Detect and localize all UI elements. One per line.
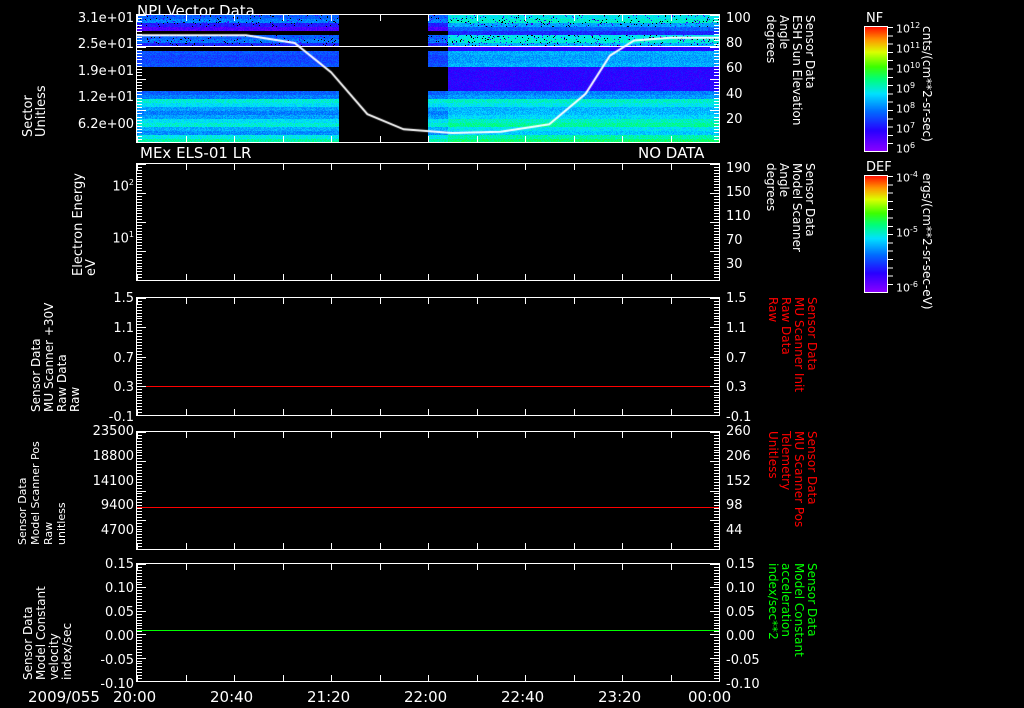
panel-mu30v-rtick-1: 1.1 — [726, 321, 747, 336]
no-data-label: NO DATA — [638, 144, 705, 162]
instrument-label: MEx ELS-01 LR — [140, 144, 252, 162]
xtick-1: 20:40 — [210, 688, 254, 706]
panel-npi-ytick-0: 3.1e+01 — [77, 11, 134, 26]
panel-mspos-rtick-3: 98 — [726, 498, 743, 513]
panel-mcv-ytick-0: 0.15 — [105, 557, 134, 572]
colorbar-nf-units: cnts/(cm**2-sr-sec) — [920, 26, 934, 142]
colorbar-tick-label: 10-6 — [896, 280, 918, 295]
panel-ee-rtick-3: 70 — [726, 233, 743, 248]
colorbar-tick-label: 1011 — [896, 41, 921, 56]
panel-npi-rtick-1: 80 — [726, 36, 743, 51]
panel-ee-rtick-1: 150 — [726, 185, 751, 200]
panel-mspos-rtick-4: 44 — [726, 523, 743, 538]
panel-ee-ytick-1: 101 — [112, 230, 134, 247]
date-label: 2009/055 — [28, 688, 100, 706]
xtick-3: 22:00 — [404, 688, 448, 706]
panel-mcv-right-axis-label: Sensor Data Model Constant acceleration … — [766, 563, 819, 657]
panel-npi-left-axis-label: Sector Unitless — [21, 85, 49, 137]
panel-mcv-rtick-2: 0.05 — [726, 605, 755, 620]
panel-electron-energy-right-axis-label: Sensor Data Model Scanner Angle degrees — [764, 163, 817, 252]
esh-sun-elevation-curve — [137, 15, 719, 142]
colorbar-def-gradient — [864, 175, 888, 293]
colorbar-tick-label: 10-4 — [896, 170, 918, 185]
colorbar-tick-label: 1010 — [896, 61, 921, 76]
panel-npi-ytick-2: 1.9e+01 — [77, 64, 134, 79]
colorbar-def-title: DEF — [866, 160, 892, 175]
xtick-0: 20:00 — [113, 688, 157, 706]
panel-mu-scanner-30v-frame — [136, 297, 720, 416]
xtick-2: 21:20 — [307, 688, 351, 706]
colorbar-tick-label: 106 — [896, 141, 916, 156]
panel-npi-ytick-1: 2.5e+01 — [77, 37, 134, 52]
panel-mcv-ytick-5: -0.10 — [100, 677, 134, 692]
mu-scanner-pos-trace — [137, 507, 719, 508]
panel-ee-rtick-2: 110 — [726, 209, 751, 224]
panel-ee-rtick-0: 190 — [726, 161, 751, 176]
colorbar-nf-gradient — [864, 26, 888, 152]
panel-mspos-right-axis-label: Sensor Data MU Scanner Pos Telemetry Uni… — [766, 431, 819, 528]
colorbar-tick-label: 10-5 — [896, 225, 918, 240]
panel-mspos-ytick-2: 14100 — [92, 474, 134, 489]
panel-ee-ytick-0: 102 — [112, 178, 134, 195]
panel-npi-rtick-4: 20 — [726, 112, 743, 127]
panel-mcv-ytick-4: -0.05 — [100, 653, 134, 668]
panel-npi-sector-frame — [136, 14, 720, 143]
panel-mspos-rtick-0: 260 — [726, 424, 751, 439]
panel-mspos-rtick-2: 152 — [726, 474, 751, 489]
colorbar-nf-title: NF — [866, 11, 884, 26]
panel-mu30v-ytick-0: 1.5 — [113, 291, 134, 306]
panel-mspos-rtick-1: 206 — [726, 449, 751, 464]
xtick-5: 23:20 — [598, 688, 642, 706]
colorbar-tick-label: 1012 — [896, 21, 921, 36]
colorbar-tick-label: 108 — [896, 101, 916, 116]
panel-mcv-ytick-3: 0.00 — [105, 629, 134, 644]
panel-mu30v-ytick-2: 0.7 — [113, 351, 134, 366]
panel-mspos-ytick-3: 9400 — [100, 498, 134, 513]
xtick-4: 22:40 — [501, 688, 545, 706]
panel-mu30v-rtick-4: -0.1 — [726, 410, 752, 425]
panel-mcv-rtick-0: 0.15 — [726, 557, 755, 572]
panel-mcv-rtick-1: 0.10 — [726, 581, 755, 596]
panel-mcv-rtick-5: -0.10 — [726, 677, 760, 692]
panel-electron-energy-frame — [136, 163, 720, 281]
colorbar-nf-ticks — [887, 27, 893, 151]
panel-npi-rtick-2: 60 — [726, 61, 743, 76]
xtick-6: 00:00 — [688, 688, 732, 706]
panel-mu30v-right-axis-label: Sensor Data MU Scanner Init Raw Data Raw — [766, 297, 819, 393]
panel-model-constant-velocity-frame — [136, 563, 720, 682]
panel-mspos-ytick-4: 4700 — [100, 523, 134, 538]
panel-mcv-rtick-4: -0.05 — [726, 653, 760, 668]
panel-mu30v-ytick-1: 1.1 — [113, 321, 134, 336]
model-constant-acceleration-trace — [137, 630, 719, 631]
mu-scanner-init-trace — [137, 386, 719, 387]
panel-mspos-ytick-1: 18800 — [92, 449, 134, 464]
panel-mcv-ytick-2: 0.05 — [105, 605, 134, 620]
panel-ee-rtick-4: 30 — [726, 257, 743, 272]
colorbar-tick-label: 107 — [896, 121, 916, 136]
panel-mu30v-rtick-2: 0.7 — [726, 351, 747, 366]
panel-npi-right-axis-label: Sensor Data ESH Sun Elevation Angle degr… — [764, 15, 817, 126]
panel-mcv-ytick-1: 0.10 — [105, 581, 134, 596]
colorbar-tick-label: 109 — [896, 81, 916, 96]
panel-mspos-ytick-0: 23500 — [92, 424, 134, 439]
panel-mu30v-rtick-3: 0.3 — [726, 380, 747, 395]
panel-npi-ytick-3: 1.2e+01 — [77, 90, 134, 105]
panel-model-scanner-pos-frame — [136, 431, 720, 550]
panel-mu30v-rtick-0: 1.5 — [726, 291, 747, 306]
panel-npi-rtick-0: 100 — [726, 11, 751, 26]
panel-mu30v-ytick-3: 0.3 — [113, 380, 134, 395]
panel-mu30v-ytick-4: -0.1 — [108, 410, 134, 425]
colorbar-def-ticks — [887, 176, 893, 292]
panel-npi-rtick-3: 40 — [726, 87, 743, 102]
panel-npi-ytick-4: 6.2e+00 — [77, 117, 134, 132]
colorbar-def-units: ergs/(cm**2-sr-sec-eV) — [920, 173, 934, 310]
panel-mcv-rtick-3: 0.00 — [726, 629, 755, 644]
